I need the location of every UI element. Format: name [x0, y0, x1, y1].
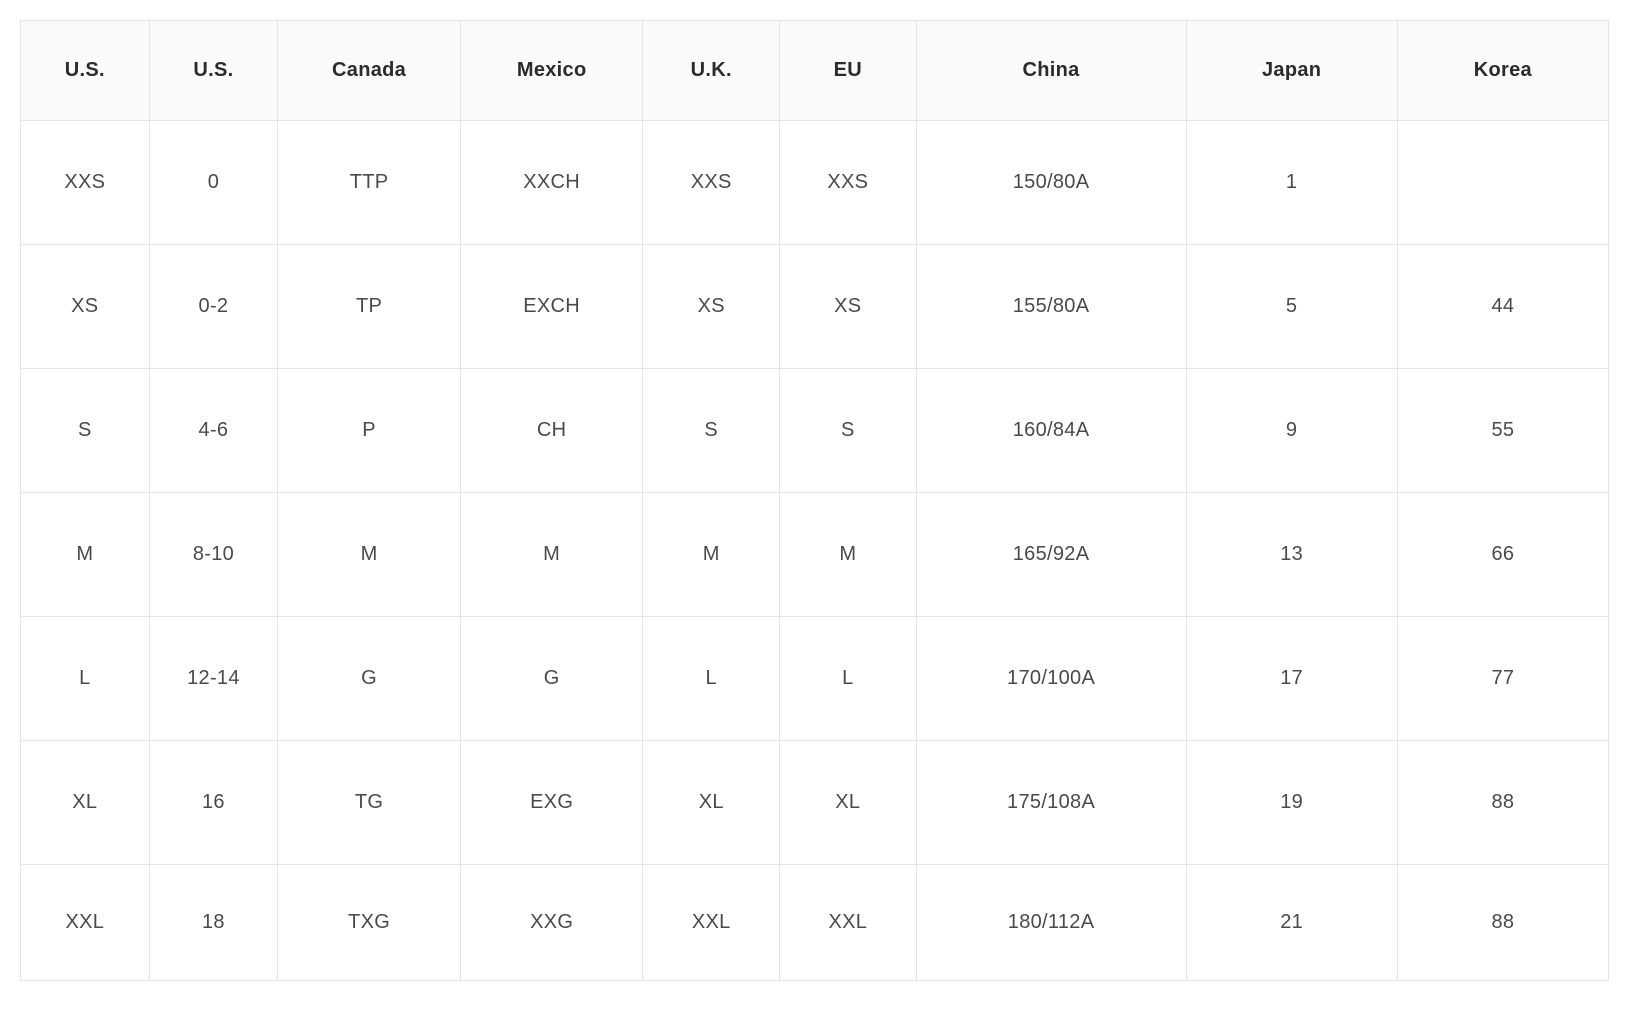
table-cell: 17	[1186, 617, 1397, 741]
table-cell: XXL	[643, 865, 780, 981]
table-cell: 0-2	[149, 245, 278, 369]
size-chart-table: U.S. U.S. Canada Mexico U.K. EU China Ja…	[20, 20, 1609, 981]
table-cell: TTP	[278, 121, 461, 245]
table-cell: XS	[780, 245, 917, 369]
table-cell: TP	[278, 245, 461, 369]
table-row: XXS 0 TTP XXCH XXS XXS 150/80A 1	[21, 121, 1609, 245]
table-cell: XL	[643, 741, 780, 865]
table-cell: 18	[149, 865, 278, 981]
table-cell: G	[278, 617, 461, 741]
column-header-korea: Korea	[1397, 21, 1608, 121]
table-cell: 170/100A	[916, 617, 1186, 741]
table-cell: 44	[1397, 245, 1608, 369]
table-cell: 180/112A	[916, 865, 1186, 981]
table-cell: S	[643, 369, 780, 493]
table-cell: 9	[1186, 369, 1397, 493]
table-cell: M	[460, 493, 643, 617]
table-cell: 1	[1186, 121, 1397, 245]
column-header-mexico: Mexico	[460, 21, 643, 121]
table-row: XXL 18 TXG XXG XXL XXL 180/112A 21 88	[21, 865, 1609, 981]
table-row: XL 16 TG EXG XL XL 175/108A 19 88	[21, 741, 1609, 865]
table-cell: 88	[1397, 865, 1608, 981]
table-cell: XXG	[460, 865, 643, 981]
table-cell: L	[780, 617, 917, 741]
table-cell: 160/84A	[916, 369, 1186, 493]
column-header-us-letter: U.S.	[21, 21, 150, 121]
table-cell: G	[460, 617, 643, 741]
table-cell: 4-6	[149, 369, 278, 493]
column-header-uk: U.K.	[643, 21, 780, 121]
table-cell: 150/80A	[916, 121, 1186, 245]
column-header-canada: Canada	[278, 21, 461, 121]
table-cell: 55	[1397, 369, 1608, 493]
table-cell: CH	[460, 369, 643, 493]
table-cell: XS	[643, 245, 780, 369]
table-cell: 12-14	[149, 617, 278, 741]
column-header-us-numeric: U.S.	[149, 21, 278, 121]
table-cell: L	[643, 617, 780, 741]
table-cell: EXG	[460, 741, 643, 865]
table-cell: 8-10	[149, 493, 278, 617]
table-cell: 66	[1397, 493, 1608, 617]
table-cell: S	[21, 369, 150, 493]
table-cell: 175/108A	[916, 741, 1186, 865]
table-cell: M	[780, 493, 917, 617]
table-row: XS 0-2 TP EXCH XS XS 155/80A 5 44	[21, 245, 1609, 369]
table-cell	[1397, 121, 1608, 245]
table-cell: XS	[21, 245, 150, 369]
table-cell: XXS	[780, 121, 917, 245]
table-cell: 155/80A	[916, 245, 1186, 369]
table-cell: XL	[21, 741, 150, 865]
table-cell: P	[278, 369, 461, 493]
table-header-row: U.S. U.S. Canada Mexico U.K. EU China Ja…	[21, 21, 1609, 121]
table-cell: 13	[1186, 493, 1397, 617]
table-row: M 8-10 M M M M 165/92A 13 66	[21, 493, 1609, 617]
table-cell: 165/92A	[916, 493, 1186, 617]
table-cell: EXCH	[460, 245, 643, 369]
table-cell: 77	[1397, 617, 1608, 741]
column-header-eu: EU	[780, 21, 917, 121]
table-cell: 19	[1186, 741, 1397, 865]
table-cell: XL	[780, 741, 917, 865]
table-row: L 12-14 G G L L 170/100A 17 77	[21, 617, 1609, 741]
table-cell: TG	[278, 741, 461, 865]
column-header-japan: Japan	[1186, 21, 1397, 121]
table-cell: XXCH	[460, 121, 643, 245]
table-row: S 4-6 P CH S S 160/84A 9 55	[21, 369, 1609, 493]
table-cell: XXS	[21, 121, 150, 245]
column-header-china: China	[916, 21, 1186, 121]
table-cell: 5	[1186, 245, 1397, 369]
table-cell: L	[21, 617, 150, 741]
table-cell: M	[643, 493, 780, 617]
table-body: XXS 0 TTP XXCH XXS XXS 150/80A 1 XS 0-2 …	[21, 121, 1609, 981]
table-cell: 16	[149, 741, 278, 865]
table-cell: XXL	[780, 865, 917, 981]
table-cell: M	[21, 493, 150, 617]
table-header: U.S. U.S. Canada Mexico U.K. EU China Ja…	[21, 21, 1609, 121]
table-cell: 0	[149, 121, 278, 245]
table-cell: M	[278, 493, 461, 617]
size-chart-table-wrapper: U.S. U.S. Canada Mexico U.K. EU China Ja…	[20, 20, 1609, 981]
table-cell: TXG	[278, 865, 461, 981]
table-cell: XXS	[643, 121, 780, 245]
table-cell: XXL	[21, 865, 150, 981]
table-cell: 21	[1186, 865, 1397, 981]
table-cell: 88	[1397, 741, 1608, 865]
table-cell: S	[780, 369, 917, 493]
